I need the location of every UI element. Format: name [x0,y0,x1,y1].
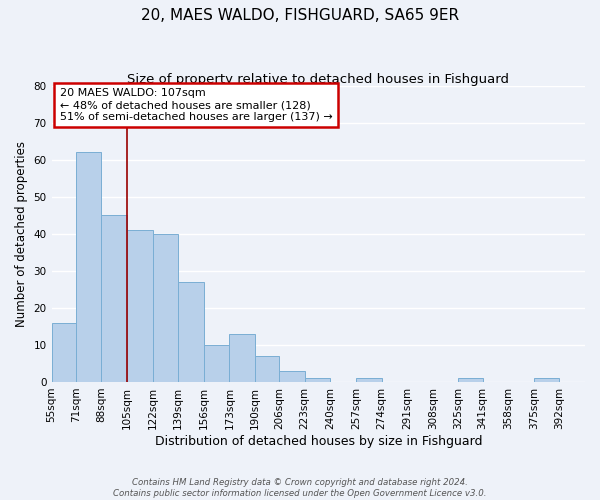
Bar [52,322,76,382]
Bar [178,282,204,382]
Title: Size of property relative to detached houses in Fishguard: Size of property relative to detached ho… [127,72,509,86]
Bar [204,345,229,382]
Bar [229,334,255,382]
Text: Contains HM Land Registry data © Crown copyright and database right 2024.
Contai: Contains HM Land Registry data © Crown c… [113,478,487,498]
Text: 20, MAES WALDO, FISHGUARD, SA65 9ER: 20, MAES WALDO, FISHGUARD, SA65 9ER [141,8,459,22]
Bar [127,230,152,382]
X-axis label: Distribution of detached houses by size in Fishguard: Distribution of detached houses by size … [155,434,482,448]
Bar [356,378,382,382]
Bar [152,234,178,382]
Y-axis label: Number of detached properties: Number of detached properties [15,140,28,326]
Bar [458,378,482,382]
Bar [305,378,331,382]
Bar [534,378,559,382]
Text: 20 MAES WALDO: 107sqm
← 48% of detached houses are smaller (128)
51% of semi-det: 20 MAES WALDO: 107sqm ← 48% of detached … [59,88,332,122]
Bar [279,371,305,382]
Bar [255,356,279,382]
Bar [101,215,127,382]
Bar [76,152,101,382]
